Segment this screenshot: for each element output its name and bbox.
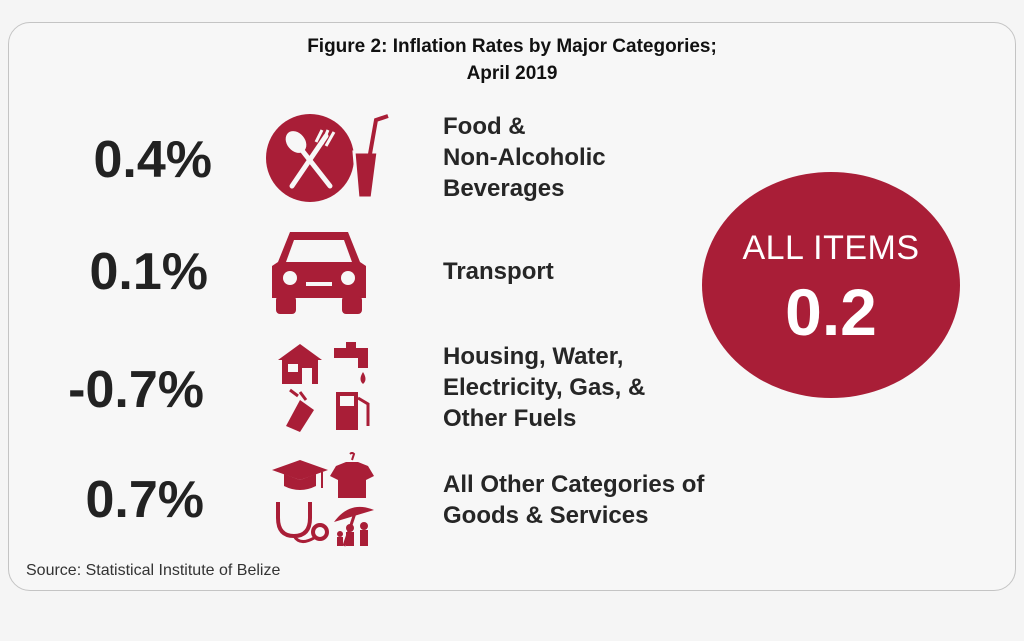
food-label-line3: Beverages xyxy=(443,175,565,202)
all-items-badge: ALL ITEMS 0.2 xyxy=(702,172,960,398)
food-beverage-icon xyxy=(266,114,389,202)
other-label: All Other Categories of Goods & Services xyxy=(443,469,704,531)
food-label: Food & Non-Alcoholic Beverages xyxy=(443,111,606,204)
other-label-line1: All Other Categories of xyxy=(443,471,705,498)
source-note: Source: Statistical Institute of Belize xyxy=(26,562,281,579)
food-label-line2: Non-Alcoholic xyxy=(443,144,606,171)
transport-label: Transport xyxy=(443,256,554,287)
other-goods-services-icon xyxy=(272,452,374,547)
figure-title-line2: April 2019 xyxy=(466,63,558,84)
transport-rate-value: 0.1% xyxy=(89,243,208,301)
other-label-line2: Goods & Services xyxy=(443,502,649,529)
all-items-label: ALL ITEMS xyxy=(742,229,920,267)
housing-label-line1: Housing, Water, xyxy=(443,343,624,370)
figure-title-line1: Figure 2: Inflation Rates by Major Categ… xyxy=(307,36,717,57)
housing-label-line3: Other Fuels xyxy=(443,405,577,432)
other-rate-value: 0.7% xyxy=(85,471,204,529)
car-icon xyxy=(272,232,366,314)
transport-label-line1: Transport xyxy=(443,258,554,285)
housing-rate-value: -0.7% xyxy=(68,361,204,419)
all-items-value: 0.2 xyxy=(785,275,877,349)
housing-label-line2: Electricity, Gas, & xyxy=(443,374,646,401)
housing-utilities-icon xyxy=(278,342,370,432)
housing-label: Housing, Water, Electricity, Gas, & Othe… xyxy=(443,341,645,434)
food-rate-value: 0.4% xyxy=(93,131,212,189)
food-label-line1: Food & xyxy=(443,113,526,140)
